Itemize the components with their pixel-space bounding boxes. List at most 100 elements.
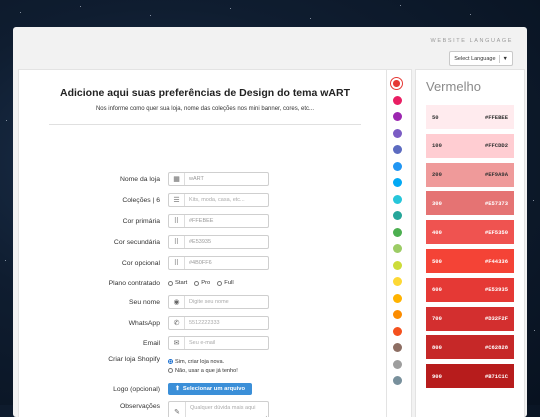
color-swatch[interactable]	[393, 310, 402, 319]
divider	[49, 124, 361, 125]
name-input[interactable]	[185, 299, 268, 305]
color-swatch[interactable]	[393, 211, 402, 220]
color-swatch[interactable]	[393, 326, 402, 336]
row-notes: Observações ✎ Qualquer dúvida mais aqui …	[19, 401, 391, 417]
shade-name: 600	[432, 286, 442, 294]
palette-icon: ⠿	[169, 215, 185, 227]
whatsapp-field[interactable]: ✆	[168, 316, 269, 330]
row-shopify: Criar loja Shopify Sim, criar loja nova.…	[19, 356, 391, 376]
collections-field[interactable]: ☰	[168, 193, 269, 207]
email-input[interactable]	[185, 340, 268, 346]
name-field[interactable]: ◉	[168, 295, 269, 309]
language-label: WEBSITE LANGUAGE	[430, 38, 513, 44]
color-swatch[interactable]	[393, 161, 402, 171]
main-card: WEBSITE LANGUAGE Select Language ▼ Adici…	[13, 27, 527, 417]
row-name: Seu nome ◉	[19, 294, 391, 310]
primary-color-label: Cor primária	[122, 217, 160, 225]
notes-textarea[interactable]: ✎ Qualquer dúvida mais aqui ◢	[168, 401, 269, 417]
notes-label: Observações	[119, 403, 160, 410]
shade-row[interactable]: 800 #C62828	[426, 335, 514, 360]
color-swatch[interactable]	[393, 293, 402, 303]
secondary-color-field[interactable]: ⠿	[168, 235, 269, 249]
color-swatch[interactable]	[393, 227, 402, 237]
radio-button[interactable]	[168, 280, 173, 286]
row-logo: Logo (opcional) ⬆ Selecionar um arquivo	[19, 381, 391, 397]
shade-row[interactable]: 600 #E53935	[426, 277, 514, 302]
select-separator	[498, 54, 500, 63]
shade-palette: Vermelho 50 #FFEBEE 100 #FFCDD2 200 #EF9A9A 30…	[415, 69, 525, 417]
color-swatch[interactable]	[393, 260, 402, 270]
store-name-input[interactable]	[185, 176, 268, 182]
optional-color-field[interactable]: ⠿	[168, 256, 269, 270]
primary-color-field[interactable]: ⠿	[168, 214, 269, 228]
color-swatch[interactable]	[390, 77, 403, 90]
row-optional-color: Cor opcional ⠿	[19, 255, 391, 271]
language-select-value: Select Language	[454, 55, 496, 62]
logo-label: Logo (opcional)	[113, 385, 160, 393]
radio-button[interactable]	[194, 280, 200, 286]
whatsapp-icon: ✆	[169, 317, 185, 329]
color-swatch[interactable]	[393, 112, 402, 121]
color-swatch[interactable]	[393, 145, 402, 154]
shade-hex: #C62828	[484, 343, 508, 351]
email-field[interactable]: ✉	[168, 336, 269, 350]
shade-name: 800	[432, 343, 442, 351]
shade-row[interactable]: 500 #F44336	[426, 249, 514, 273]
plan-option-pro[interactable]: Pro	[194, 280, 210, 286]
shade-row[interactable]: 900 #B71C1C	[426, 364, 514, 389]
shade-row[interactable]: 100 #FFCDD2	[426, 133, 514, 158]
shade-row[interactable]: 200 #EF9A9A	[426, 162, 514, 187]
select-file-button[interactable]: ⬆ Selecionar um arquivo	[168, 383, 253, 395]
secondary-color-label: Cor secundária	[113, 238, 160, 246]
color-swatch-list	[386, 69, 412, 417]
optional-color-input[interactable]	[185, 260, 268, 266]
shade-row[interactable]: 50 #FFEBEE	[426, 105, 514, 129]
color-swatch[interactable]	[393, 178, 402, 187]
color-swatch[interactable]	[393, 376, 402, 385]
color-swatch[interactable]	[393, 359, 402, 369]
plan-option-full[interactable]: Full	[217, 280, 234, 286]
collections-input[interactable]	[185, 197, 268, 203]
store-name-field[interactable]: ▦	[168, 172, 269, 186]
color-swatch[interactable]	[393, 244, 402, 253]
shade-row[interactable]: 300 #E57373	[426, 191, 514, 216]
shade-name: 100	[432, 142, 442, 150]
whatsapp-input[interactable]	[185, 320, 268, 326]
language-select[interactable]: Select Language ▼	[449, 51, 513, 66]
radio-button-selected[interactable]	[168, 359, 173, 364]
row-email: Email ✉	[19, 335, 391, 351]
user-icon: ◉	[169, 296, 185, 308]
optional-color-label: Cor opcional	[121, 259, 160, 267]
palette-title: Vermelho	[426, 79, 481, 94]
shade-row[interactable]: 700 #D32F2F	[426, 306, 514, 331]
shade-name: 300	[432, 199, 442, 207]
shade-name: 50	[432, 113, 439, 121]
shopify-option-new[interactable]: Sim, criar loja nova.	[168, 359, 238, 365]
name-label: Seu nome	[129, 298, 160, 306]
shopify-radio-group: Sim, criar loja nova. Não, usar a que já…	[168, 359, 238, 374]
radio-button[interactable]	[217, 280, 223, 286]
secondary-color-input[interactable]	[185, 239, 268, 245]
form-subtitle: Nos informe como quer sua loja, nome das…	[95, 106, 315, 112]
color-swatch[interactable]	[393, 128, 402, 138]
store-icon: ▦	[169, 173, 185, 185]
shopify-option-existing[interactable]: Não, usar a que já tenho!	[168, 368, 238, 374]
pencil-icon: ✎	[169, 402, 186, 417]
color-swatch[interactable]	[393, 95, 402, 105]
design-form: Adicione aqui suas preferências de Desig…	[18, 69, 392, 417]
primary-color-input[interactable]	[185, 218, 268, 224]
color-swatch[interactable]	[393, 277, 402, 286]
row-collections: Coleções | 6 ☰	[19, 192, 391, 208]
shade-hex: #EF5350	[484, 228, 508, 236]
row-plan: Plano contratado Start Pro Full	[19, 275, 391, 291]
collections-label: Coleções | 6	[122, 196, 160, 204]
shade-row[interactable]: 400 #EF5350	[426, 220, 514, 245]
radio-button[interactable]	[168, 368, 173, 373]
color-swatch[interactable]	[393, 343, 402, 352]
shade-name: 500	[432, 257, 442, 265]
plan-option-start[interactable]: Start	[168, 280, 187, 286]
color-swatch[interactable]	[393, 194, 402, 204]
email-label: Email	[143, 339, 160, 347]
shade-hex: #B71C1C	[484, 372, 508, 380]
plan-label: Plano contratado	[108, 279, 160, 287]
